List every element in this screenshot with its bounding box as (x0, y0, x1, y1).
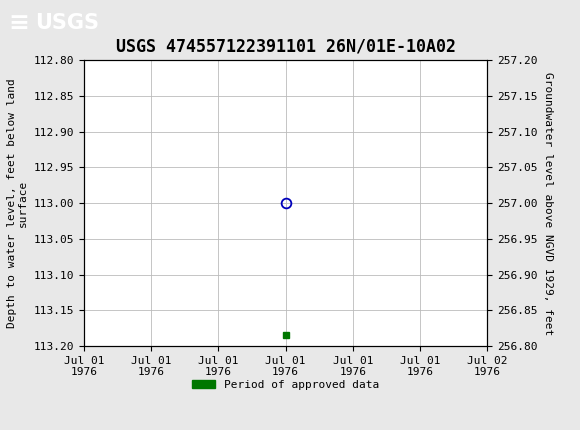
Y-axis label: Groundwater level above NGVD 1929, feet: Groundwater level above NGVD 1929, feet (543, 71, 553, 335)
Y-axis label: Depth to water level, feet below land
surface: Depth to water level, feet below land su… (7, 78, 28, 328)
Title: USGS 474557122391101 26N/01E-10A02: USGS 474557122391101 26N/01E-10A02 (115, 38, 456, 56)
Text: USGS: USGS (35, 12, 99, 33)
Text: ≡: ≡ (9, 11, 30, 34)
Legend: Period of approved data: Period of approved data (188, 375, 383, 394)
